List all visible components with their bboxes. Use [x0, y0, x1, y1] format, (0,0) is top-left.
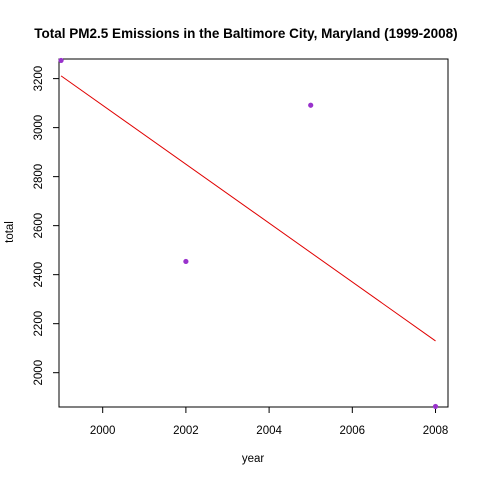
data-points-layer [58, 57, 439, 410]
x-tick-label: 2002 [173, 425, 199, 437]
y-tick-label: 3000 [33, 115, 45, 141]
x-tick-label: 2000 [90, 425, 116, 437]
y-axis-label: total [4, 221, 16, 243]
y-axis: 2000 2200 2400 2600 2800 3000 3200 [33, 66, 59, 386]
x-tick-label: 2006 [340, 425, 366, 437]
y-tick-label: 2000 [33, 360, 45, 386]
data-point [183, 258, 189, 265]
y-tick-label: 3200 [33, 66, 45, 92]
regression-line [60, 75, 436, 342]
x-axis-label: year [242, 453, 265, 465]
y-tick-label: 2400 [33, 262, 45, 288]
x-tick-label: 2004 [256, 425, 282, 437]
y-tick-label: 2600 [33, 213, 45, 239]
data-point [58, 57, 64, 64]
chart-title: Total PM2.5 Emissions in the Baltimore C… [34, 26, 457, 41]
x-axis: 2000 2002 2004 2006 2008 [90, 407, 448, 437]
y-tick-label: 2800 [33, 164, 45, 190]
y-tick-label: 2200 [33, 311, 45, 337]
plot-frame [58, 58, 449, 408]
regression-line-layer [60, 75, 436, 342]
data-point [432, 403, 439, 410]
data-point [308, 102, 314, 108]
x-tick-label: 2008 [423, 425, 449, 437]
